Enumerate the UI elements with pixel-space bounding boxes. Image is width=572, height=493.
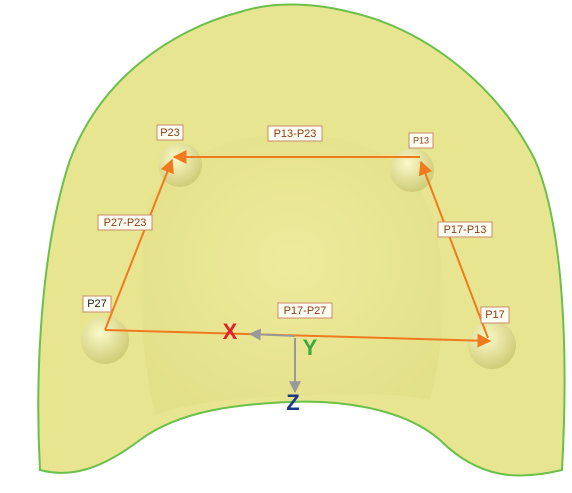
sphere — [81, 316, 129, 364]
point-label-box — [480, 306, 510, 324]
sphere — [468, 321, 516, 369]
point-label: P27 — [87, 298, 107, 310]
sphere — [158, 143, 202, 187]
edge-line — [104, 158, 174, 331]
point-label: P23 — [160, 127, 180, 139]
point-label-box — [408, 132, 434, 149]
edge-label-box — [267, 125, 323, 142]
axis-label: Y — [303, 335, 318, 360]
edge-line — [418, 160, 489, 339]
axis-arrow — [248, 328, 296, 341]
edge-label: P17-P13 — [444, 224, 487, 236]
axis-label: X — [223, 319, 238, 344]
edge-label-box — [437, 221, 493, 238]
edge-label: P17-P27 — [284, 305, 327, 317]
sphere — [390, 148, 434, 192]
palate — [140, 134, 444, 415]
point-label-box — [82, 295, 112, 313]
edge-label-box — [277, 302, 333, 319]
point-label: P17 — [485, 309, 505, 321]
axis-label: Z — [286, 390, 299, 415]
point-label-box — [156, 124, 184, 141]
point-label: P13 — [413, 135, 429, 145]
edge-line — [104, 329, 492, 348]
edge-label: P13-P23 — [274, 128, 317, 140]
edge-label-box — [97, 214, 153, 231]
edge-label: P27-P23 — [104, 217, 147, 229]
